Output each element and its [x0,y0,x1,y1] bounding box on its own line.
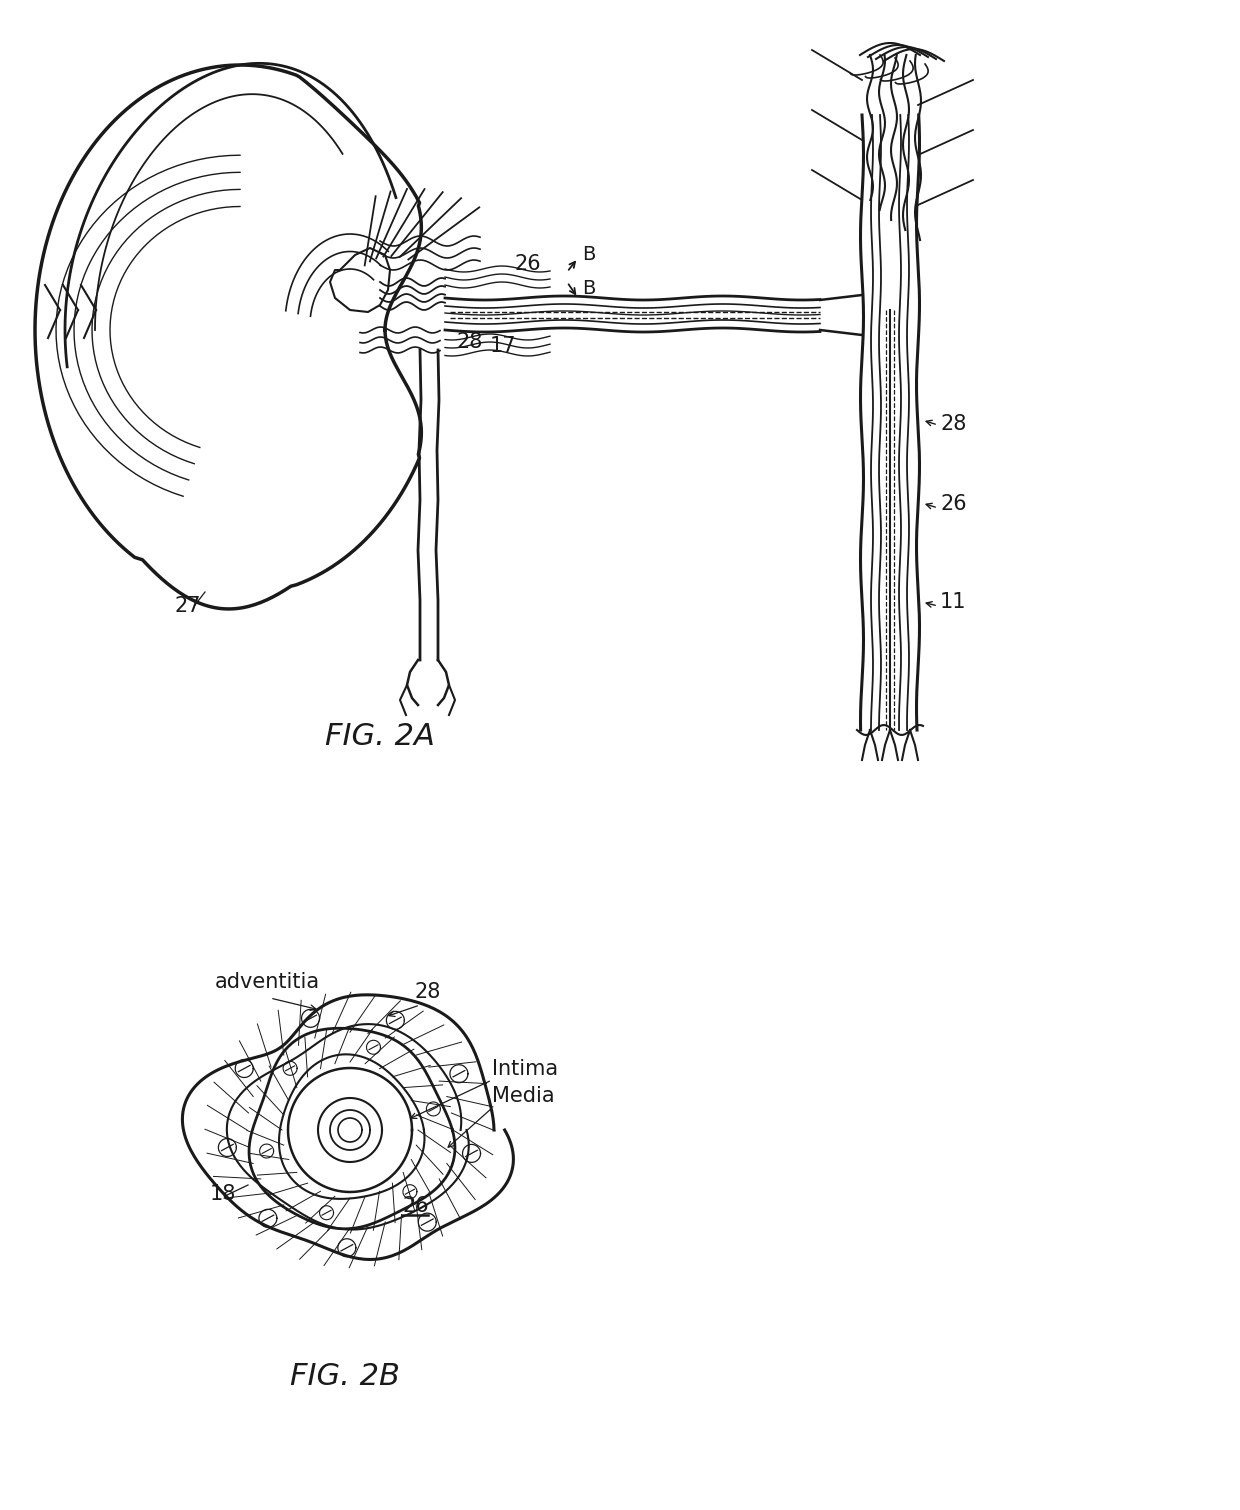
Text: 11: 11 [940,592,966,612]
Text: Media: Media [492,1086,554,1105]
Text: Intima: Intima [492,1059,558,1080]
Text: 28: 28 [415,982,441,1003]
Text: 26: 26 [940,494,967,513]
Text: FIG. 2A: FIG. 2A [325,722,435,750]
Text: B: B [582,245,595,264]
Text: adventitia: adventitia [215,972,320,992]
Text: 18: 18 [210,1184,237,1203]
Text: 26: 26 [402,1196,429,1216]
Text: 28: 28 [456,332,484,352]
Text: 26: 26 [515,254,542,273]
Text: FIG. 2B: FIG. 2B [290,1362,401,1391]
Text: B: B [582,279,595,297]
Text: 17: 17 [490,337,516,356]
Text: 27: 27 [175,596,201,616]
Text: 28: 28 [940,414,966,433]
